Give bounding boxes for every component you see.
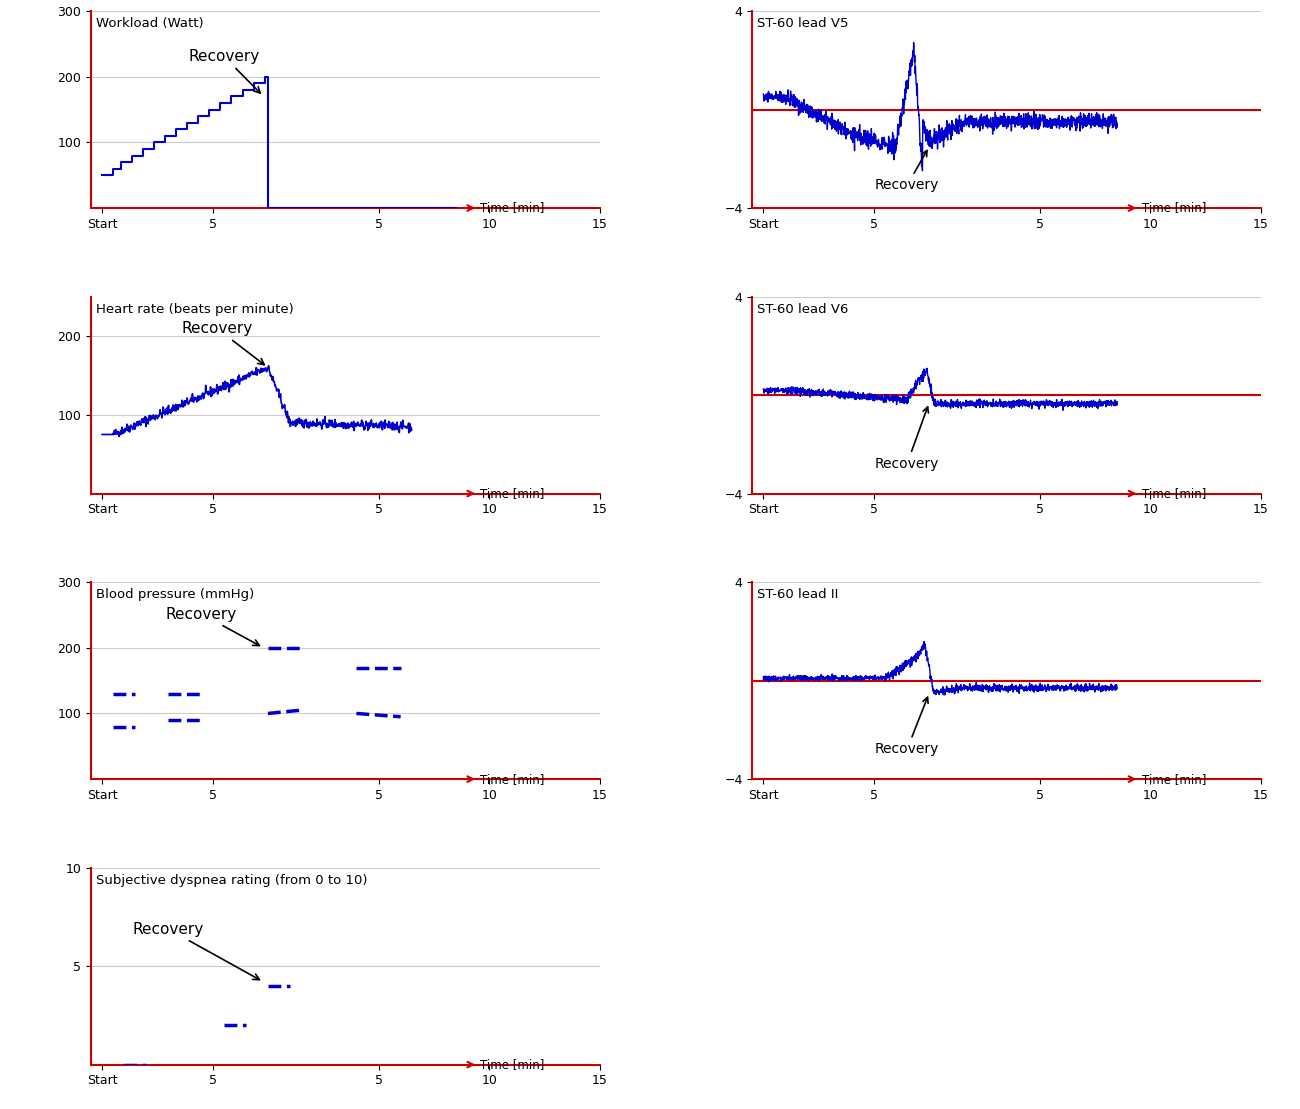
Text: ST-60 lead V5: ST-60 lead V5 (758, 17, 849, 30)
Text: Recovery: Recovery (182, 321, 264, 365)
Text: Recovery: Recovery (133, 922, 260, 979)
Text: Time [min]: Time [min] (1141, 487, 1206, 500)
Text: Recovery: Recovery (875, 151, 940, 193)
Text: Heart rate (beats per minute): Heart rate (beats per minute) (96, 303, 294, 316)
Text: Recovery: Recovery (875, 698, 940, 756)
Text: Subjective dyspnea rating (from 0 to 10): Subjective dyspnea rating (from 0 to 10) (96, 874, 368, 886)
Text: Time [min]: Time [min] (1141, 773, 1206, 785)
Text: Recovery: Recovery (188, 49, 260, 93)
Text: Time [min]: Time [min] (480, 202, 545, 214)
Text: Recovery: Recovery (166, 607, 260, 645)
Text: Time [min]: Time [min] (1141, 202, 1206, 214)
Text: ST-60 lead II: ST-60 lead II (758, 588, 838, 601)
Text: Recovery: Recovery (875, 407, 940, 470)
Text: Blood pressure (mmHg): Blood pressure (mmHg) (96, 588, 255, 601)
Text: ST-60 lead V6: ST-60 lead V6 (758, 303, 849, 316)
Text: Workload (Watt): Workload (Watt) (96, 17, 204, 30)
Text: Time [min]: Time [min] (480, 487, 545, 500)
Text: Time [min]: Time [min] (480, 1058, 545, 1071)
Text: Time [min]: Time [min] (480, 773, 545, 785)
